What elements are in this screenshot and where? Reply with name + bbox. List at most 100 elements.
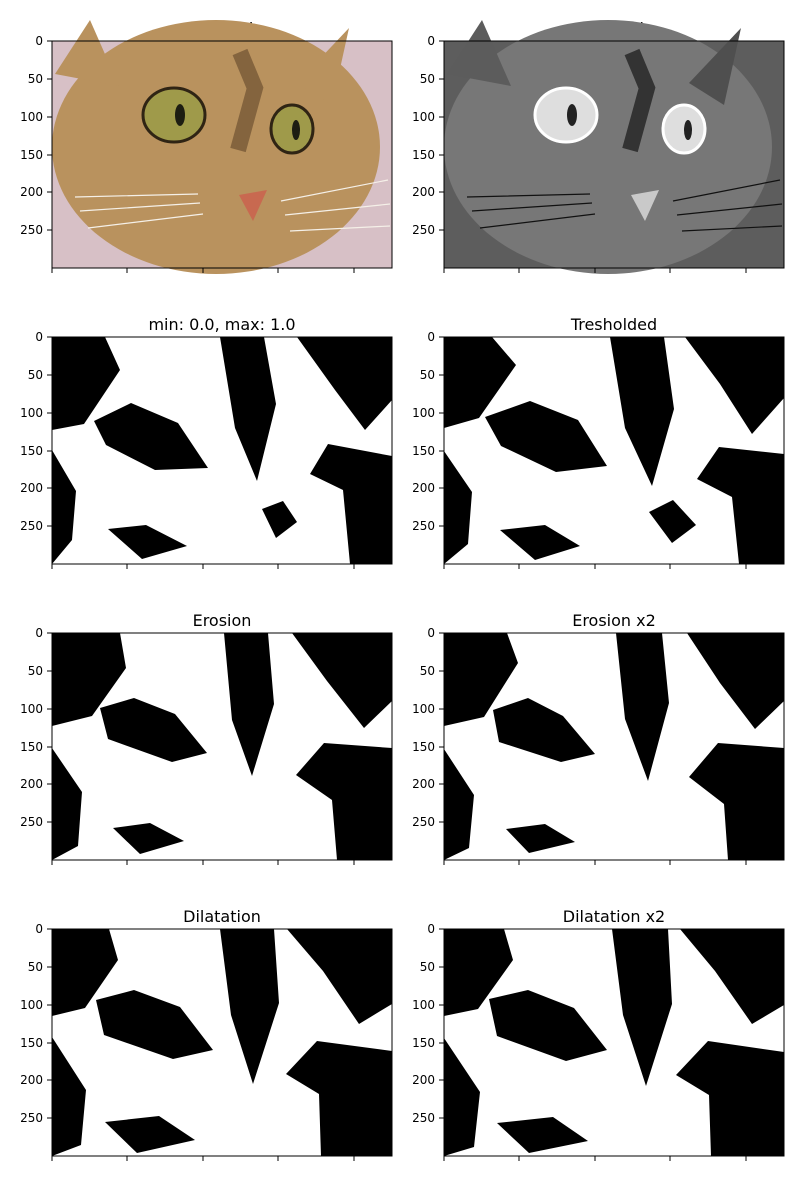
x-axis-tick-label: 100: [116, 870, 139, 872]
x-axis-tick-label: 300: [267, 574, 290, 576]
x-axis-tick-label: 0: [48, 278, 56, 280]
gray-pupil-left: [567, 104, 577, 126]
erosion-x2-plot: Erosion x2 0 100 200 300 400 0 50 100 150 200 250: [412, 611, 785, 872]
x-axis-tick-label: 100: [116, 1166, 139, 1168]
x-axis: 0 100 200 300 400: [440, 564, 757, 576]
x-axis: 0 100 200 300 400: [440, 860, 757, 872]
y-axis: 0 50 100 150 200 250: [412, 922, 444, 1125]
y-axis-tick-label: 200: [20, 1073, 43, 1087]
y-axis-tick-label: 150: [20, 1036, 43, 1050]
x-axis-tick-label: 200: [584, 574, 607, 576]
gray-pupil-right: [684, 120, 692, 140]
y-axis: 0 50 100 150 200 250: [412, 34, 444, 237]
panel-thresholded: Tresholded 0 100 200 300 400 0 50 100 150 200 250: [402, 306, 792, 576]
y-axis-tick-label: 150: [412, 148, 435, 162]
y-axis-tick-label: 50: [28, 368, 43, 382]
y-axis: 0 50 100 150 200 250: [20, 34, 52, 237]
x-axis-tick-label: 100: [508, 574, 531, 576]
y-axis-tick-label: 100: [412, 702, 435, 716]
y-axis-tick-label: 150: [20, 444, 43, 458]
panel-title: Tresholded: [570, 315, 657, 334]
cat-ear-right: [297, 28, 349, 105]
y-axis-tick-label: 100: [20, 998, 43, 1012]
gray-eye-right: [661, 103, 707, 155]
y-axis-tick-label: 50: [420, 664, 435, 678]
y-axis-tick-label: 200: [20, 777, 43, 791]
x-axis: 0 100 200 300 400: [48, 1156, 365, 1168]
y-axis-tick-label: 250: [412, 1111, 435, 1125]
x-axis-tick-label: 200: [584, 870, 607, 872]
panel-dilatation-x2: Dilatation x2 0 100 200 300 400 0 50 100 150 200…: [402, 898, 792, 1168]
cat-pupil-left: [175, 104, 185, 126]
y-axis: 0 50 100 150 200 250: [20, 922, 52, 1125]
x-axis-tick-label: 200: [584, 1166, 607, 1168]
cat-eye-left: [141, 86, 207, 144]
y-axis-tick-label: 0: [35, 626, 43, 640]
x-axis-tick-label: 100: [116, 574, 139, 576]
gray-ear-left: [447, 20, 511, 86]
y-axis-tick-label: 0: [35, 922, 43, 936]
y-axis-tick-label: 50: [28, 664, 43, 678]
cat-stripe: [230, 48, 264, 153]
y-axis-tick-label: 100: [20, 110, 43, 124]
y-axis-tick-label: 150: [412, 444, 435, 458]
x-axis-tick-label: 100: [508, 278, 531, 280]
y-axis-tick-label: 200: [412, 481, 435, 495]
x-axis-tick-label: 200: [584, 278, 607, 280]
dilatation-shape: [52, 929, 392, 1156]
cat-ear-left: [55, 20, 119, 86]
y-axis-tick-label: 100: [20, 702, 43, 716]
x-axis-tick-label: 300: [659, 278, 682, 280]
panel-erosion: Erosion 0 100 200 300 400 0 50 100 150 200 250: [10, 602, 400, 872]
x-axis-tick-label: 0: [440, 1166, 448, 1168]
y-axis-tick-label: 0: [427, 626, 435, 640]
gray-eye-left: [533, 86, 599, 144]
cat-eye-right: [269, 103, 315, 155]
y-axis-tick-label: 250: [20, 519, 43, 533]
y-axis-tick-label: 150: [412, 740, 435, 754]
y-axis-tick-label: 250: [412, 519, 435, 533]
x-axis: 0 100 200 300 400: [440, 1156, 757, 1168]
y-axis-tick-label: 0: [35, 34, 43, 48]
y-axis-tick-label: 150: [412, 1036, 435, 1050]
y-axis-tick-label: 0: [427, 922, 435, 936]
dilatation-x2-shape: [444, 929, 784, 1156]
y-axis: 0 50 100 150 200 250: [20, 330, 52, 533]
x-axis-tick-label: 300: [659, 1166, 682, 1168]
x-axis-tick-label: 400: [343, 574, 366, 576]
x-axis-tick-label: 300: [267, 1166, 290, 1168]
y-axis-tick-label: 200: [412, 1073, 435, 1087]
erosion-x2-shape: [444, 633, 784, 860]
thresholded-plot: Tresholded 0 100 200 300 400 0 50 100 150 200 250: [412, 315, 785, 576]
cat-whiskers: [74, 179, 391, 232]
cat-nose: [239, 190, 267, 221]
panel-title: Erosion x2: [572, 611, 656, 630]
x-axis-tick-label: 200: [192, 870, 215, 872]
x-axis-tick-label: 400: [735, 574, 758, 576]
x-axis-tick-label: 400: [343, 278, 366, 280]
x-axis-tick-label: 100: [116, 278, 139, 280]
panel-title: min: 0.0, max: 1.0: [148, 315, 295, 334]
x-axis-tick-label: 400: [735, 278, 758, 280]
x-axis-tick-label: 300: [659, 870, 682, 872]
y-axis-tick-label: 250: [20, 815, 43, 829]
x-axis: 0 100 200 300 400: [440, 268, 757, 280]
panel-dilatation: Dilatation 0 100 200 300 400 0 50 100 150 200 250: [10, 898, 400, 1168]
y-axis-tick-label: 250: [20, 223, 43, 237]
x-axis-tick-label: 0: [440, 278, 448, 280]
y-axis-tick-label: 100: [412, 110, 435, 124]
x-axis-tick-label: 300: [267, 870, 290, 872]
y-axis-tick-label: 50: [28, 72, 43, 86]
x-axis-tick-label: 300: [659, 574, 682, 576]
y-axis-tick-label: 50: [420, 72, 435, 86]
x-axis: 0 100 200 300 400: [48, 564, 365, 576]
y-axis-tick-label: 0: [35, 330, 43, 344]
y-axis-tick-label: 150: [20, 148, 43, 162]
y-axis-tick-label: 100: [412, 998, 435, 1012]
y-axis: 0 50 100 150 200 250: [412, 330, 444, 533]
binary-shape: [52, 337, 392, 564]
y-axis-tick-label: 150: [20, 740, 43, 754]
